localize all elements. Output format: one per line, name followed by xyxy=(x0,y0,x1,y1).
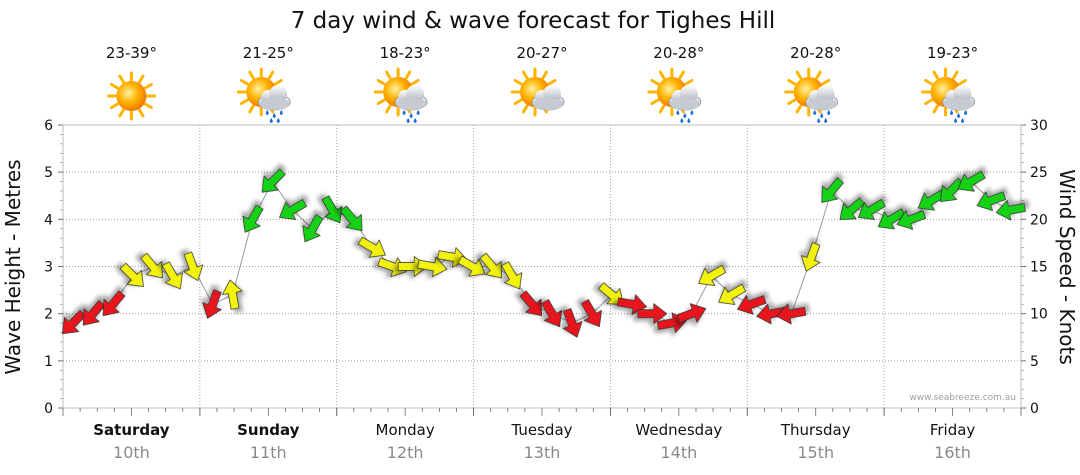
day-name-label: Wednesday xyxy=(635,421,722,439)
sun-rain-icon xyxy=(784,67,839,123)
right-tick-label: 25 xyxy=(1030,165,1048,181)
wind-arrow xyxy=(417,256,448,278)
left-tick-label: 6 xyxy=(44,118,53,134)
left-axis-title: Wave Height - Metres xyxy=(1,159,25,374)
temp-range-label: 18-23° xyxy=(380,44,431,62)
wind-arrow xyxy=(737,295,767,315)
sunny-icon xyxy=(106,71,156,121)
wind-arrow xyxy=(102,290,126,317)
wind-arrow xyxy=(140,252,163,279)
temp-range-label: 21-25° xyxy=(243,44,294,62)
right-tick-label: 10 xyxy=(1030,307,1048,323)
weather-row: 23-39° 21-25° 18-23° 20-27° 20-28° 20-28° 19-2… xyxy=(106,44,978,123)
wind-arrow xyxy=(541,299,563,328)
wind-arrow xyxy=(279,199,308,220)
right-axis: 0 5 10 15 20 25 30 xyxy=(1021,118,1048,417)
wind-arrow xyxy=(676,303,707,323)
day-name-label: Friday xyxy=(930,421,976,439)
left-tick-label: 2 xyxy=(44,307,53,323)
wind-arrow xyxy=(202,289,222,319)
right-axis-title: Wind Speed - Knots xyxy=(1055,169,1079,365)
sun-rain-icon xyxy=(921,67,975,123)
wind-arrow xyxy=(119,262,144,287)
day-date-label: 15th xyxy=(797,443,834,462)
day-date-label: 11th xyxy=(250,443,287,462)
wind-arrow xyxy=(776,303,807,325)
wind-arrow xyxy=(261,168,286,193)
wind-arrow xyxy=(877,208,906,230)
temp-range-label: 20-28° xyxy=(790,44,841,62)
left-axis: 0 1 2 3 4 5 6 xyxy=(44,118,63,417)
day-date-label: 12th xyxy=(387,443,424,462)
right-tick-label: 20 xyxy=(1030,212,1048,228)
temp-range-label: 23-39° xyxy=(106,44,157,62)
wind-arrow xyxy=(957,170,986,192)
right-tick-label: 15 xyxy=(1030,260,1048,276)
wind-arrow xyxy=(519,290,543,317)
wind-arrows xyxy=(61,168,1026,338)
temp-range-label: 20-27° xyxy=(516,44,567,62)
right-tick-label: 30 xyxy=(1030,118,1048,134)
wind-arrow xyxy=(302,214,324,243)
wind-arrow xyxy=(598,282,624,305)
day-date-label: 16th xyxy=(934,443,971,462)
wind-arrow xyxy=(718,283,747,305)
watermark: www.seabreeze.com.au xyxy=(909,393,1016,403)
wind-arrow xyxy=(821,177,844,203)
right-tick-label: 0 xyxy=(1030,401,1039,417)
day-name-label: Saturday xyxy=(93,421,170,439)
wind-arrow xyxy=(61,309,87,335)
wind-arrow xyxy=(896,210,927,230)
wind-arrow xyxy=(857,199,886,220)
wind-arrow xyxy=(183,251,204,281)
wind-arrow xyxy=(339,205,363,232)
wind-arrow xyxy=(161,261,183,290)
day-name-label: Monday xyxy=(376,421,435,439)
wind-arrow xyxy=(562,308,583,338)
wind-arrow xyxy=(457,255,486,277)
wind-arrow xyxy=(976,191,1007,211)
chart-title: 7 day wind & wave forecast for Tighes Hi… xyxy=(291,8,776,34)
wind-arrow xyxy=(479,252,503,279)
wind-arrow xyxy=(82,300,106,326)
wind-arrow xyxy=(698,265,727,286)
wind-arrow xyxy=(800,242,821,272)
left-tick-label: 1 xyxy=(44,354,53,370)
wind-arrow xyxy=(242,204,264,233)
day-date-label: 13th xyxy=(524,443,561,462)
wind-arrow xyxy=(357,236,386,258)
partly-cloudy-icon xyxy=(510,67,565,117)
wind-arrow xyxy=(637,303,668,325)
day-name-label: Thursday xyxy=(780,421,851,439)
temp-range-label: 19-23° xyxy=(927,44,978,62)
left-tick-label: 4 xyxy=(44,212,53,228)
day-date-label: 10th xyxy=(113,443,150,462)
plot-area xyxy=(62,124,1022,409)
left-tick-label: 3 xyxy=(44,260,53,276)
temp-range-label: 20-28° xyxy=(653,44,704,62)
wind-arrow xyxy=(839,197,866,220)
wind-arrow xyxy=(995,199,1026,221)
left-tick-label: 5 xyxy=(44,165,53,181)
day-name-label: Sunday xyxy=(237,421,300,439)
day-date-label: 14th xyxy=(660,443,697,462)
left-tick-label: 0 xyxy=(44,401,53,417)
sun-rain-icon xyxy=(236,67,291,123)
wind-arrow xyxy=(581,299,602,328)
sun-rain-icon xyxy=(373,67,428,123)
day-name-label: Tuesday xyxy=(510,421,572,439)
right-tick-label: 5 xyxy=(1030,354,1039,370)
wind-arrow xyxy=(321,195,343,224)
wind-arrow xyxy=(501,261,523,290)
wind-arrow xyxy=(222,279,243,310)
x-axis: Saturday 10th Sunday 11th Monday 12th Tuesday 1… xyxy=(62,408,1022,462)
sun-rain-icon xyxy=(647,67,702,123)
